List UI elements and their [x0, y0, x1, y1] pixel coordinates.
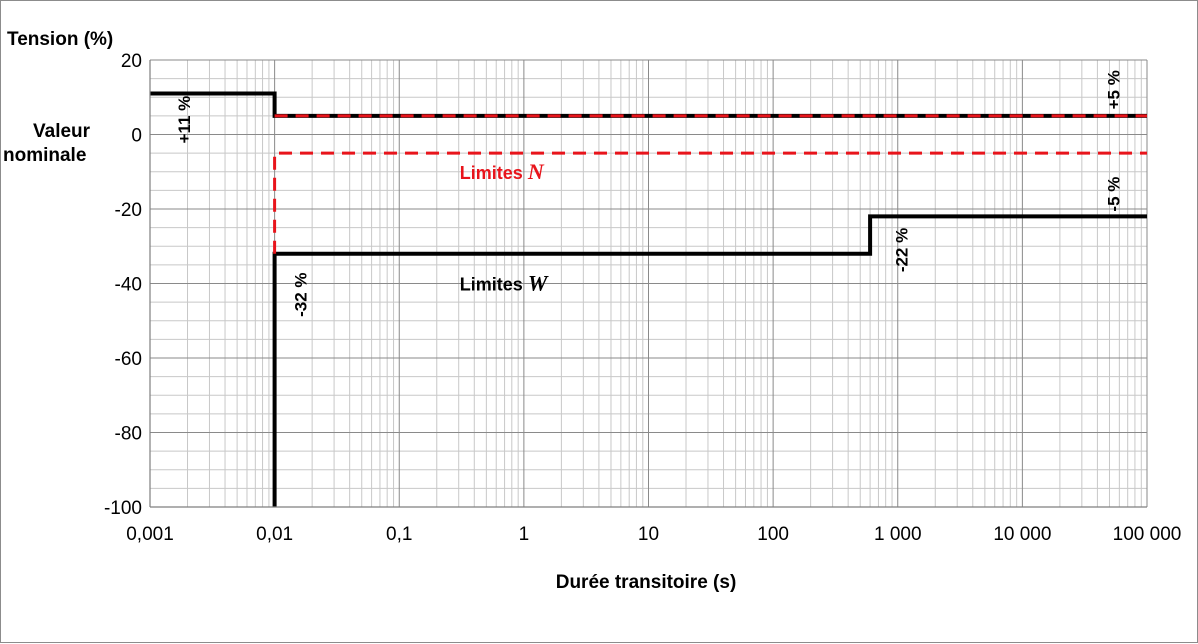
x-tick-label: 100 000: [1113, 524, 1182, 545]
series-N-lower-line: [273, 151, 1147, 254]
series-label-N: Limites N: [460, 159, 545, 184]
series-W-lower-line: [272, 214, 1147, 507]
x-axis-title: Durée transitoire (s): [556, 572, 737, 593]
x-tick-label: 100: [757, 524, 789, 545]
series-label-W: Limites W: [460, 271, 549, 296]
x-tick-label: 0,1: [386, 524, 412, 545]
grid: [149, 59, 1148, 508]
limit-annotation: +11 %: [175, 96, 194, 144]
y-tick-label: -100: [104, 498, 142, 519]
y-axis-title: Tension (%): [7, 29, 113, 50]
y-tick-label: -60: [115, 349, 142, 370]
y-tick-label: -20: [115, 200, 142, 221]
y-tick-label: -40: [115, 275, 142, 296]
y-tick-label: 20: [121, 51, 142, 72]
y-tick-label: -80: [115, 424, 142, 445]
x-tick-label: 10 000: [993, 524, 1051, 545]
side-label-line-2: nominale: [3, 145, 86, 166]
x-tick-label: 0,001: [126, 524, 174, 545]
limit-annotation: -5 %: [1104, 177, 1123, 212]
series-label-letter: W: [528, 271, 549, 296]
series-label-prefix: Limites: [460, 163, 528, 183]
axes: 20 0 -20 -40 -60 -80 -100 0,001 0,01 0,1 1 10 100 1 0…: [104, 51, 1181, 545]
x-tick-label: 10: [638, 524, 659, 545]
series-lines: [150, 91, 1147, 507]
x-tick-label: 1: [519, 524, 530, 545]
side-label-line-1: Valeur: [33, 121, 91, 142]
limit-annotation: -22 %: [893, 228, 912, 272]
series-label-letter: N: [527, 159, 545, 184]
limit-annotation: +5 %: [1104, 70, 1123, 109]
series-W-upper-line: [150, 91, 1147, 118]
labels: +11 %-32 %-22 %+5 %-5 %Limites NLimites …: [175, 70, 1123, 317]
x-tick-label: 0,01: [256, 524, 293, 545]
x-tick-label: 1 000: [874, 524, 922, 545]
y-tick-label: 0: [131, 126, 142, 147]
limit-annotation: -32 %: [291, 272, 310, 316]
series-label-prefix: Limites: [460, 275, 528, 295]
